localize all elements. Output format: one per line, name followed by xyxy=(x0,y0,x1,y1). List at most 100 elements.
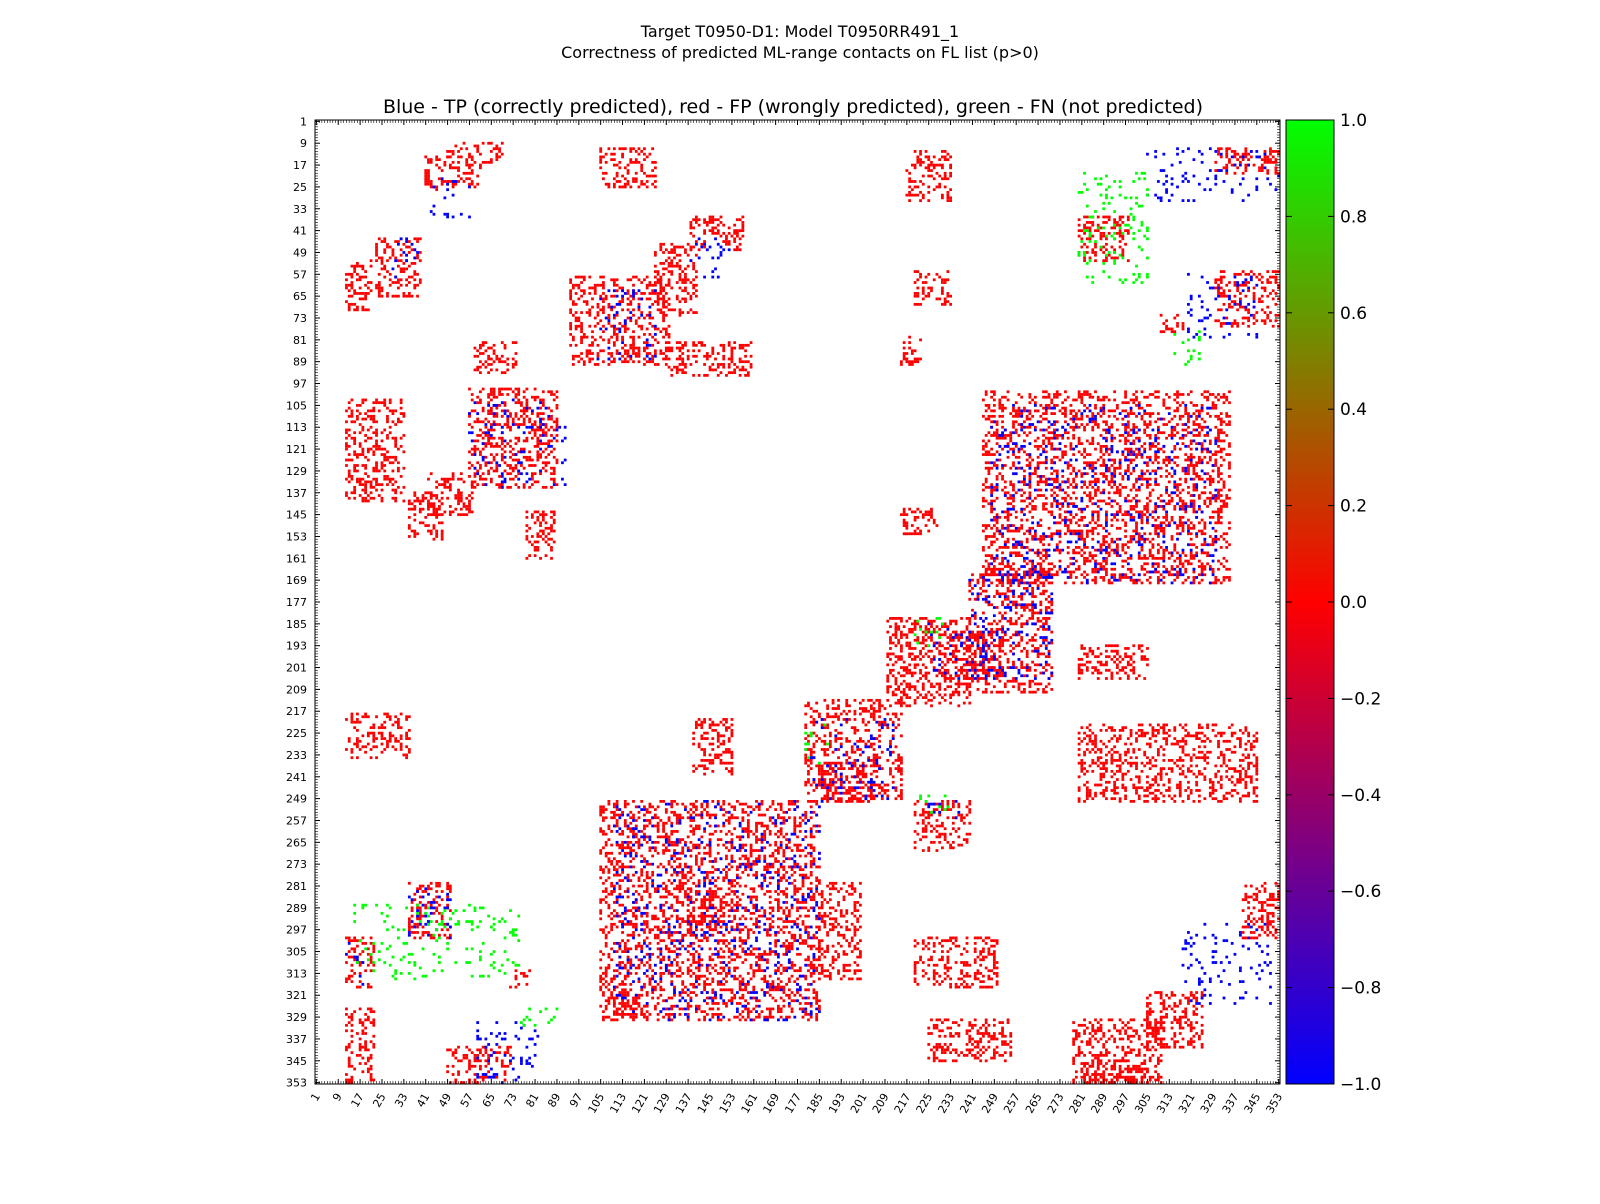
contact-cell-fp xyxy=(1113,469,1117,473)
contact-cell-fp xyxy=(580,311,583,314)
contact-cell-fp xyxy=(1083,562,1086,566)
contact-cell-fp xyxy=(979,573,983,577)
contact-cell-fp xyxy=(380,262,384,265)
contact-cell-fp xyxy=(599,319,603,323)
contact-cell-fp xyxy=(1083,559,1086,563)
contact-cell-fp xyxy=(1214,496,1218,500)
contact-cell-fp xyxy=(675,297,679,301)
contact-cell-fp xyxy=(995,584,999,588)
contact-cell-fp xyxy=(1181,524,1185,527)
contact-cell-fp xyxy=(1047,510,1051,514)
contact-cell-fp xyxy=(476,354,480,358)
contact-cell-fp xyxy=(528,431,532,435)
contact-cell-fp xyxy=(457,169,460,172)
contact-cell-fp xyxy=(388,256,392,260)
contact-cell-fp xyxy=(1181,393,1185,396)
contact-cell-fp xyxy=(1255,311,1259,314)
contact-cell-fp xyxy=(1017,412,1021,415)
contact-cell-fp xyxy=(489,428,493,432)
contact-cell-fp xyxy=(1156,565,1160,568)
contact-cell-fp xyxy=(1033,674,1037,678)
contact-cell-fp xyxy=(1113,515,1117,519)
contact-cell-fp xyxy=(741,215,745,219)
contact-cell-fp xyxy=(391,248,395,252)
contact-cell-fp xyxy=(1083,546,1086,549)
contact-cell-fp xyxy=(927,199,931,202)
contact-cell-fp xyxy=(1091,234,1095,238)
contact-cell-fp xyxy=(1156,576,1160,579)
contact-cell-fp xyxy=(1042,690,1045,694)
contact-cell-fp xyxy=(1162,404,1166,407)
contact-cell-fp xyxy=(506,363,510,366)
contact-cell-fp xyxy=(900,619,903,623)
contact-cell-fp xyxy=(1118,439,1122,443)
contact-cell-fp xyxy=(910,674,914,678)
contact-cell-fp xyxy=(1088,483,1092,486)
contact-cell-fp xyxy=(954,655,958,659)
contact-cell-fp xyxy=(353,264,357,268)
contact-cell-fp xyxy=(544,461,548,465)
contact-cell-fp xyxy=(1023,606,1026,609)
contact-cell-fp xyxy=(1132,439,1136,443)
contact-cell-fp xyxy=(473,354,477,358)
contact-cell-fp xyxy=(1102,395,1106,399)
contact-cell-fp xyxy=(664,283,668,287)
contact-cell-fp xyxy=(405,294,408,298)
contact-cell-fp xyxy=(1006,603,1010,607)
contact-cell-fp xyxy=(569,294,573,298)
contact-cell-fp xyxy=(1252,313,1256,317)
contact-cell-fp xyxy=(386,270,389,273)
contact-cell-fp xyxy=(1214,425,1218,429)
contact-cell-fp xyxy=(1173,428,1177,432)
contact-cell-fp xyxy=(1069,447,1073,451)
contact-cell-fp xyxy=(1020,480,1024,484)
contact-cell-fp xyxy=(921,196,925,200)
contact-cell-fp xyxy=(1014,606,1018,609)
contact-cell-fp xyxy=(424,169,428,172)
contact-cell-fp xyxy=(1110,581,1114,585)
contact-cell-fp xyxy=(1012,414,1015,418)
contact-cell-fp xyxy=(1085,532,1089,536)
contact-cell-fp xyxy=(1244,272,1248,276)
contact-cell-fp xyxy=(1012,595,1015,598)
contact-cell-fp xyxy=(391,251,395,254)
contact-cell-fp xyxy=(522,406,526,410)
contact-cell-fp xyxy=(1094,259,1097,263)
plot-area xyxy=(345,141,1281,1085)
contact-cell-fp xyxy=(438,177,441,181)
contact-cell-fp xyxy=(1115,537,1119,541)
contact-cell-fp xyxy=(995,690,999,694)
contact-cell-fp xyxy=(1154,518,1158,522)
contact-cell-fp xyxy=(1085,529,1089,533)
contact-cell-fp xyxy=(421,507,425,511)
contact-cell-fp xyxy=(621,354,624,358)
contact-cell-fp xyxy=(1069,472,1073,476)
contact-cell-fp xyxy=(1014,619,1018,623)
contact-cell-fp xyxy=(984,570,988,574)
contact-cell-fp xyxy=(377,409,381,413)
contact-cell-fp xyxy=(1173,316,1177,320)
contact-cell-fp xyxy=(604,182,608,186)
contact-cell-fp xyxy=(946,657,950,661)
contact-cell-fp xyxy=(1077,234,1081,238)
contact-cell-fp xyxy=(517,423,521,426)
contact-cell-fp xyxy=(1124,425,1127,429)
contact-cell-fp xyxy=(670,259,674,263)
contact-cell-fp xyxy=(1137,537,1141,541)
contact-cell-fp xyxy=(1058,567,1062,571)
contact-cell-fp xyxy=(889,647,892,650)
contact-cell-fp xyxy=(1162,515,1166,519)
contact-cell-fp xyxy=(1208,475,1212,478)
contact-cell-fp xyxy=(1085,505,1089,508)
contact-cell-fp xyxy=(1020,666,1024,669)
contact-cell-fp xyxy=(1181,562,1185,566)
contact-cell-fp xyxy=(1031,617,1035,620)
contact-cell-fp xyxy=(1050,513,1054,517)
contact-cell-fp xyxy=(1102,458,1106,462)
contact-cell-fp xyxy=(1110,425,1114,429)
contact-cell-fp xyxy=(539,535,542,538)
contact-cell-fp xyxy=(1096,562,1100,566)
contact-cell-fp xyxy=(602,177,605,181)
contact-cell-fp xyxy=(653,363,657,366)
